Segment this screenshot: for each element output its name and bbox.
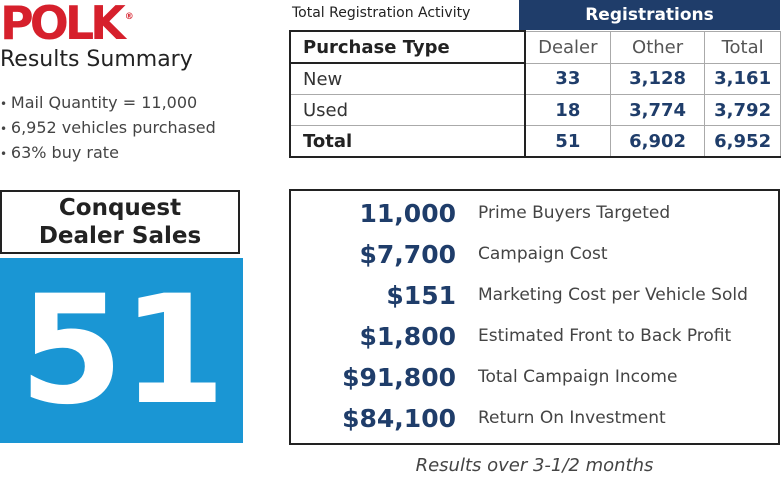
summary-bullets: Mail Quantity = 11,000 6,952 vehicles pu… bbox=[0, 91, 216, 166]
metric-row: $91,800 Total Campaign Income bbox=[291, 357, 778, 397]
conquest-line-2: Dealer Sales bbox=[38, 223, 202, 249]
metric-label: Estimated Front to Back Profit bbox=[478, 326, 732, 346]
metric-label: Campaign Cost bbox=[478, 244, 608, 264]
cell-total: 3,792 bbox=[704, 94, 781, 126]
bullet-item: 6,952 vehicles purchased bbox=[0, 116, 216, 141]
metric-label: Marketing Cost per Vehicle Sold bbox=[478, 285, 748, 305]
cell-total: 3,161 bbox=[704, 62, 781, 95]
metric-row: $1,800 Estimated Front to Back Profit bbox=[291, 316, 778, 356]
cell-other: 6,902 bbox=[609, 125, 706, 158]
cell-dealer: 33 bbox=[524, 62, 611, 95]
table-header-row: Purchase Type Dealer Other Total bbox=[289, 30, 781, 64]
cell-other: 3,774 bbox=[609, 94, 706, 126]
column-header-total: Total bbox=[704, 30, 781, 64]
bullet-item: 63% buy rate bbox=[0, 141, 216, 166]
table-caption: Total Registration Activity bbox=[292, 5, 471, 21]
cell-dealer: 18 bbox=[524, 94, 611, 126]
metric-value: $84,100 bbox=[342, 403, 456, 433]
metric-row: $7,700 Campaign Cost bbox=[291, 234, 778, 274]
polk-logo: POLK ® bbox=[0, 0, 134, 46]
metrics-panel: 11,000 Prime Buyers Targeted $7,700 Camp… bbox=[289, 189, 780, 445]
conquest-line-1: Conquest bbox=[58, 195, 182, 221]
metric-label: Prime Buyers Targeted bbox=[478, 203, 671, 223]
table-total-row: Total 51 6,902 6,952 bbox=[289, 125, 781, 158]
row-label: Total bbox=[289, 125, 526, 158]
metric-row: 11,000 Prime Buyers Targeted bbox=[291, 193, 778, 233]
logo-text: POLK bbox=[0, 0, 126, 50]
cell-total: 6,952 bbox=[704, 125, 781, 158]
cell-other: 3,128 bbox=[609, 62, 706, 95]
row-label: New bbox=[289, 62, 526, 95]
registered-mark: ® bbox=[124, 12, 134, 22]
conquest-sales-value: 51 bbox=[0, 258, 243, 443]
metric-value: $1,800 bbox=[359, 321, 456, 351]
metric-row: $84,100 Return On Investment bbox=[291, 398, 778, 438]
registrations-header: Registrations bbox=[519, 0, 780, 30]
table-row: Used 18 3,774 3,792 bbox=[289, 94, 781, 126]
cell-dealer: 51 bbox=[524, 125, 611, 158]
metric-row: $151 Marketing Cost per Vehicle Sold bbox=[291, 275, 778, 315]
metric-label: Total Campaign Income bbox=[478, 367, 678, 387]
metric-value: $91,800 bbox=[342, 362, 456, 392]
metric-value: $7,700 bbox=[359, 239, 456, 269]
conquest-dealer-sales-heading: Conquest Dealer Sales bbox=[0, 190, 240, 254]
column-header-other: Other bbox=[609, 30, 706, 64]
registration-table: Purchase Type Dealer Other Total New 33 … bbox=[289, 30, 781, 158]
table-row: New 33 3,128 3,161 bbox=[289, 62, 781, 95]
column-header-purchase-type: Purchase Type bbox=[289, 30, 526, 64]
column-header-dealer: Dealer bbox=[524, 30, 611, 64]
row-label: Used bbox=[289, 94, 526, 126]
metric-value: 11,000 bbox=[359, 198, 456, 228]
results-footnote: Results over 3-1/2 months bbox=[415, 455, 654, 476]
results-summary-title: Results Summary bbox=[0, 47, 193, 72]
metric-value: $151 bbox=[386, 280, 456, 310]
metric-label: Return On Investment bbox=[478, 408, 666, 428]
bullet-item: Mail Quantity = 11,000 bbox=[0, 91, 216, 116]
